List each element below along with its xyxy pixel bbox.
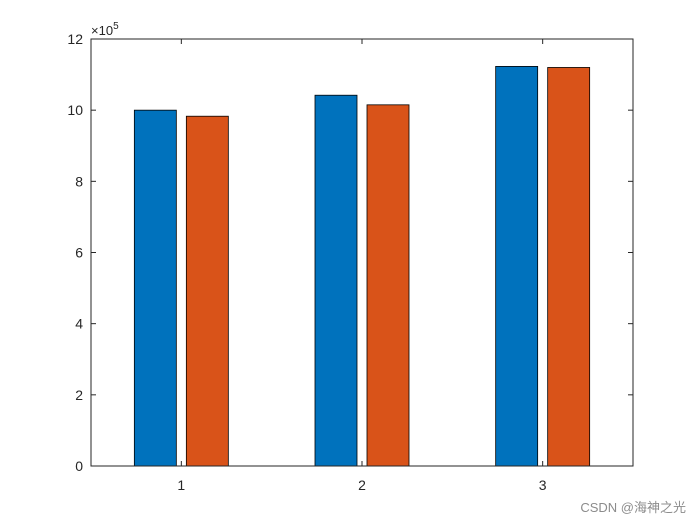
y-tick-label-6: 6	[75, 245, 83, 261]
y-tick-label-4: 4	[75, 316, 83, 332]
y-tick-label-2: 2	[75, 387, 83, 403]
bar-series-2-cat-1	[185, 115, 229, 467]
bar-series-1-cat-1	[133, 109, 177, 467]
x-tick-label-2: 2	[358, 477, 366, 493]
axes-box	[90, 38, 634, 467]
y-tick-label-10: 10	[67, 102, 83, 118]
y-axis-exponent-label: ×105	[91, 21, 119, 38]
bars-layer	[133, 65, 591, 467]
y-tick-label-12: 12	[67, 31, 83, 47]
x-tick-label-1: 1	[177, 477, 185, 493]
watermark-text: CSDN @海神之光	[580, 500, 686, 515]
bar-series-2-cat-2	[366, 104, 410, 467]
bar-series-2-cat-3	[547, 67, 591, 467]
y-exponent-power: 5	[113, 21, 119, 32]
bar-series-1-cat-2	[314, 94, 358, 467]
x-tick-label-3: 3	[539, 477, 547, 493]
y-tick-label-8: 8	[75, 173, 83, 189]
bar-series-1-cat-3	[495, 65, 539, 467]
y-tick-label-0: 0	[75, 458, 83, 474]
y-exponent-base: ×10	[91, 23, 113, 38]
